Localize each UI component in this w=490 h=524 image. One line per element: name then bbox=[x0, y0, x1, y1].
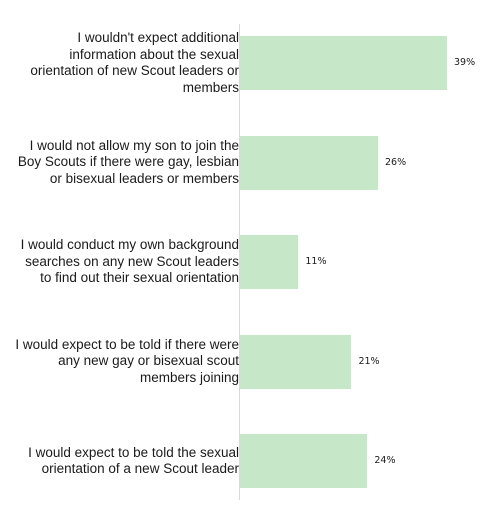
category-label-4: I would expect to be told if there were a… bbox=[0, 337, 239, 387]
category-label-line: I would not allow my son to join the bbox=[29, 137, 239, 153]
category-label-5: I would expect to be told the sexual orie… bbox=[0, 445, 239, 478]
category-axis-line bbox=[239, 24, 240, 500]
category-label-line: Boy Scouts if there were gay, lesbian bbox=[17, 154, 239, 170]
category-label-3: I would conduct my own background searche… bbox=[0, 237, 239, 287]
category-label-1: I wouldn't expect additional information … bbox=[0, 30, 239, 96]
category-label-line: I would expect to be told the sexual bbox=[28, 444, 239, 460]
category-label-line: members joining bbox=[139, 369, 239, 385]
value-label-4: 21% bbox=[358, 355, 380, 367]
category-label-line: I wouldn't expect additional bbox=[77, 30, 239, 45]
category-label-line: to find out their sexual orientation bbox=[40, 270, 239, 286]
value-label-5: 24% bbox=[374, 455, 396, 466]
category-label-line: I would conduct my own background bbox=[20, 237, 239, 253]
category-label-line: or bisexual leaders or members bbox=[49, 170, 239, 186]
bar-4 bbox=[240, 334, 352, 389]
bar-5 bbox=[240, 434, 368, 488]
bar-1 bbox=[240, 36, 447, 90]
category-label-line: orientation of a new Scout leader bbox=[41, 461, 239, 476]
category-label-line: orientation of new Scout leaders or bbox=[30, 63, 239, 78]
category-label-line: any new gay or bisexual scout bbox=[58, 353, 239, 369]
bar-2 bbox=[240, 135, 378, 190]
value-label-1: 39% bbox=[454, 57, 476, 68]
bar-3 bbox=[240, 235, 299, 289]
category-label-line: I would expect to be told if there were bbox=[15, 336, 239, 352]
category-label-line: members bbox=[182, 79, 239, 95]
category-label-2: I would not allow my son to join the Boy … bbox=[0, 138, 239, 188]
category-label-line: information about the sexual bbox=[69, 46, 239, 62]
value-label-2: 26% bbox=[385, 156, 407, 168]
category-label-line: searches on any new Scout leaders bbox=[25, 253, 239, 269]
value-label-3: 11% bbox=[305, 256, 327, 267]
